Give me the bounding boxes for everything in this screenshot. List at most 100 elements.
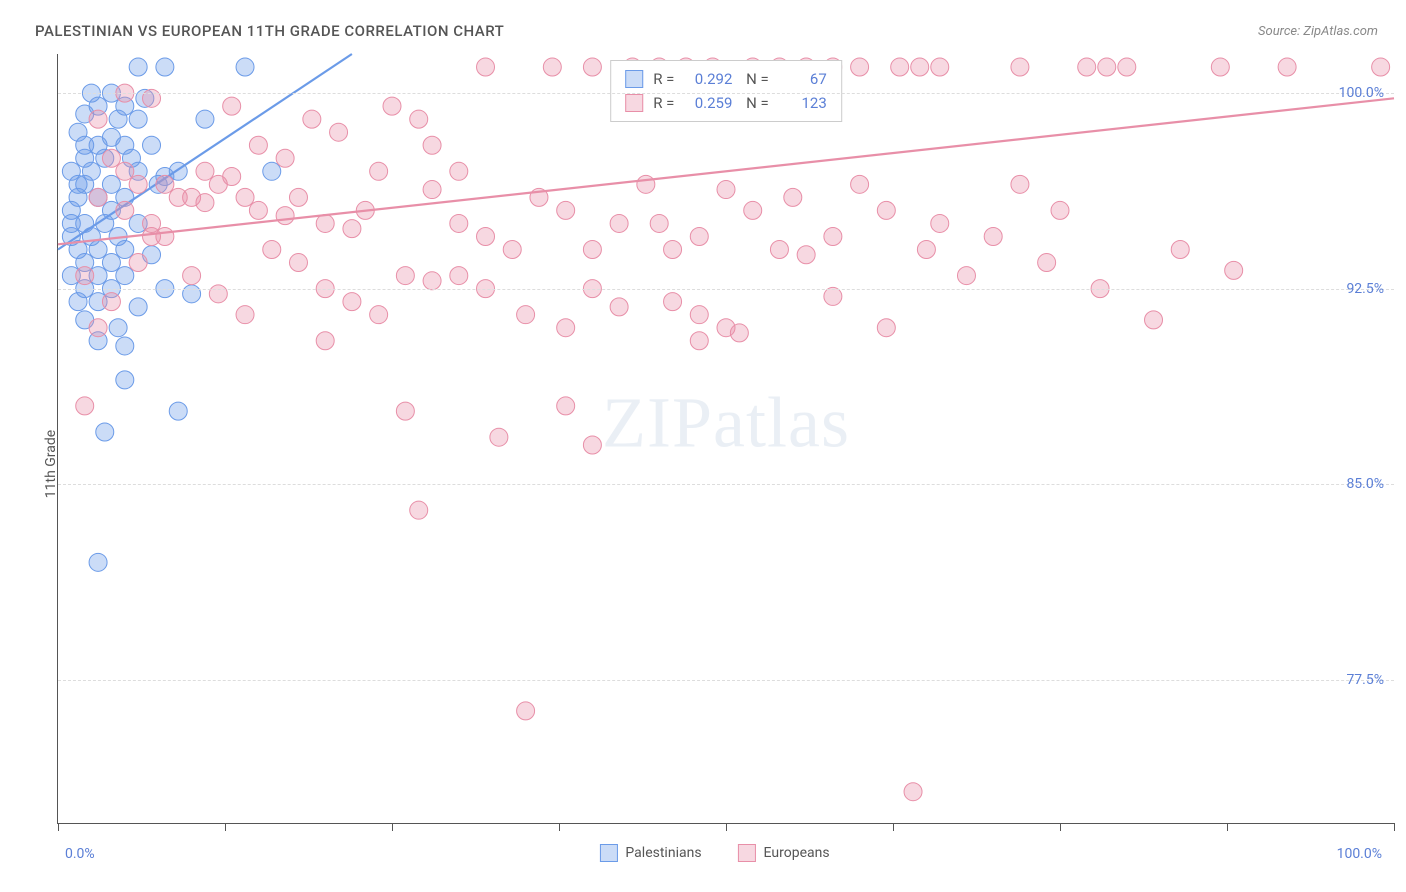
data-point — [316, 214, 334, 232]
stats-legend-box: R = 0.292 N = 67 R = 0.259 N = 123 — [610, 60, 842, 122]
data-point — [490, 428, 508, 446]
data-point — [610, 298, 628, 316]
x-tick — [58, 823, 59, 831]
swatch-palestinians-icon — [599, 844, 617, 862]
data-point — [583, 436, 601, 454]
data-point — [517, 702, 535, 720]
data-point — [116, 201, 134, 219]
data-point — [891, 58, 909, 76]
data-point — [543, 58, 561, 76]
data-point — [664, 293, 682, 311]
data-point — [169, 188, 187, 206]
x-tick — [225, 823, 226, 831]
data-point — [851, 175, 869, 193]
data-point — [89, 110, 107, 128]
bottom-legend: Palestinians Europeans — [599, 844, 829, 862]
data-point — [423, 181, 441, 199]
legend-label: Palestinians — [625, 845, 701, 861]
data-point — [89, 319, 107, 337]
data-point — [129, 175, 147, 193]
data-point — [263, 162, 281, 180]
data-point — [62, 162, 80, 180]
data-point — [370, 306, 388, 324]
data-point — [102, 149, 120, 167]
x-axis-min-label: 0.0% — [65, 846, 95, 862]
data-point — [517, 306, 535, 324]
data-point — [1011, 175, 1029, 193]
data-point — [196, 162, 214, 180]
data-point — [249, 136, 267, 154]
data-point — [383, 97, 401, 115]
grid-line — [58, 484, 1394, 485]
data-point — [102, 128, 120, 146]
data-point — [343, 293, 361, 311]
y-tick-label: 100.0% — [1339, 85, 1384, 101]
stats-n-label: N = — [742, 67, 768, 91]
y-tick-label: 85.0% — [1346, 476, 1384, 492]
data-point — [744, 201, 762, 219]
data-point — [276, 207, 294, 225]
stats-r-value: 0.292 — [684, 67, 732, 91]
chart-title: PALESTINIAN VS EUROPEAN 11TH GRADE CORRE… — [35, 22, 504, 40]
stats-row-palestinians: R = 0.292 N = 67 — [625, 67, 827, 91]
data-point — [303, 110, 321, 128]
data-point — [904, 783, 922, 801]
grid-line — [58, 93, 1394, 94]
grid-line — [58, 680, 1394, 681]
data-point — [824, 227, 842, 245]
data-point — [116, 162, 134, 180]
data-point — [62, 201, 80, 219]
stats-n-value: 67 — [779, 67, 827, 91]
data-point — [423, 136, 441, 154]
data-point — [76, 397, 94, 415]
data-point — [116, 371, 134, 389]
data-point — [109, 319, 127, 337]
data-point — [583, 58, 601, 76]
stats-n-label: N = — [742, 91, 768, 115]
data-point — [450, 162, 468, 180]
data-point — [450, 214, 468, 232]
data-point — [931, 58, 949, 76]
data-point — [917, 241, 935, 259]
data-point — [610, 214, 628, 232]
data-point — [156, 227, 174, 245]
data-point — [650, 214, 668, 232]
x-tick — [726, 823, 727, 831]
data-point — [143, 89, 161, 107]
data-point — [196, 194, 214, 212]
data-point — [450, 267, 468, 285]
data-point — [957, 267, 975, 285]
data-point — [824, 287, 842, 305]
data-point — [169, 402, 187, 420]
data-point — [143, 136, 161, 154]
data-point — [1171, 241, 1189, 259]
data-point — [316, 332, 334, 350]
data-point — [143, 214, 161, 232]
data-point — [396, 267, 414, 285]
data-point — [931, 214, 949, 232]
data-point — [784, 188, 802, 206]
data-point — [76, 267, 94, 285]
swatch-palestinians-icon — [625, 70, 643, 88]
data-point — [102, 254, 120, 272]
data-point — [209, 285, 227, 303]
data-point — [1051, 201, 1069, 219]
data-point — [223, 97, 241, 115]
chart-container: 11th Grade ZIPatlas R = 0.292 N = 67 R =… — [35, 54, 1394, 874]
swatch-europeans-icon — [625, 94, 643, 112]
swatch-europeans-icon — [738, 844, 756, 862]
scatter-svg — [58, 54, 1394, 823]
data-point — [89, 553, 107, 571]
data-point — [1098, 58, 1116, 76]
data-point — [129, 110, 147, 128]
data-point — [249, 201, 267, 219]
data-point — [69, 123, 87, 141]
data-point — [410, 501, 428, 519]
data-point — [116, 241, 134, 259]
data-point — [263, 241, 281, 259]
plot-area: ZIPatlas R = 0.292 N = 67 R = 0.259 N = … — [57, 54, 1394, 824]
data-point — [717, 181, 735, 199]
stats-n-value: 123 — [779, 91, 827, 115]
data-point — [690, 227, 708, 245]
data-point — [396, 402, 414, 420]
